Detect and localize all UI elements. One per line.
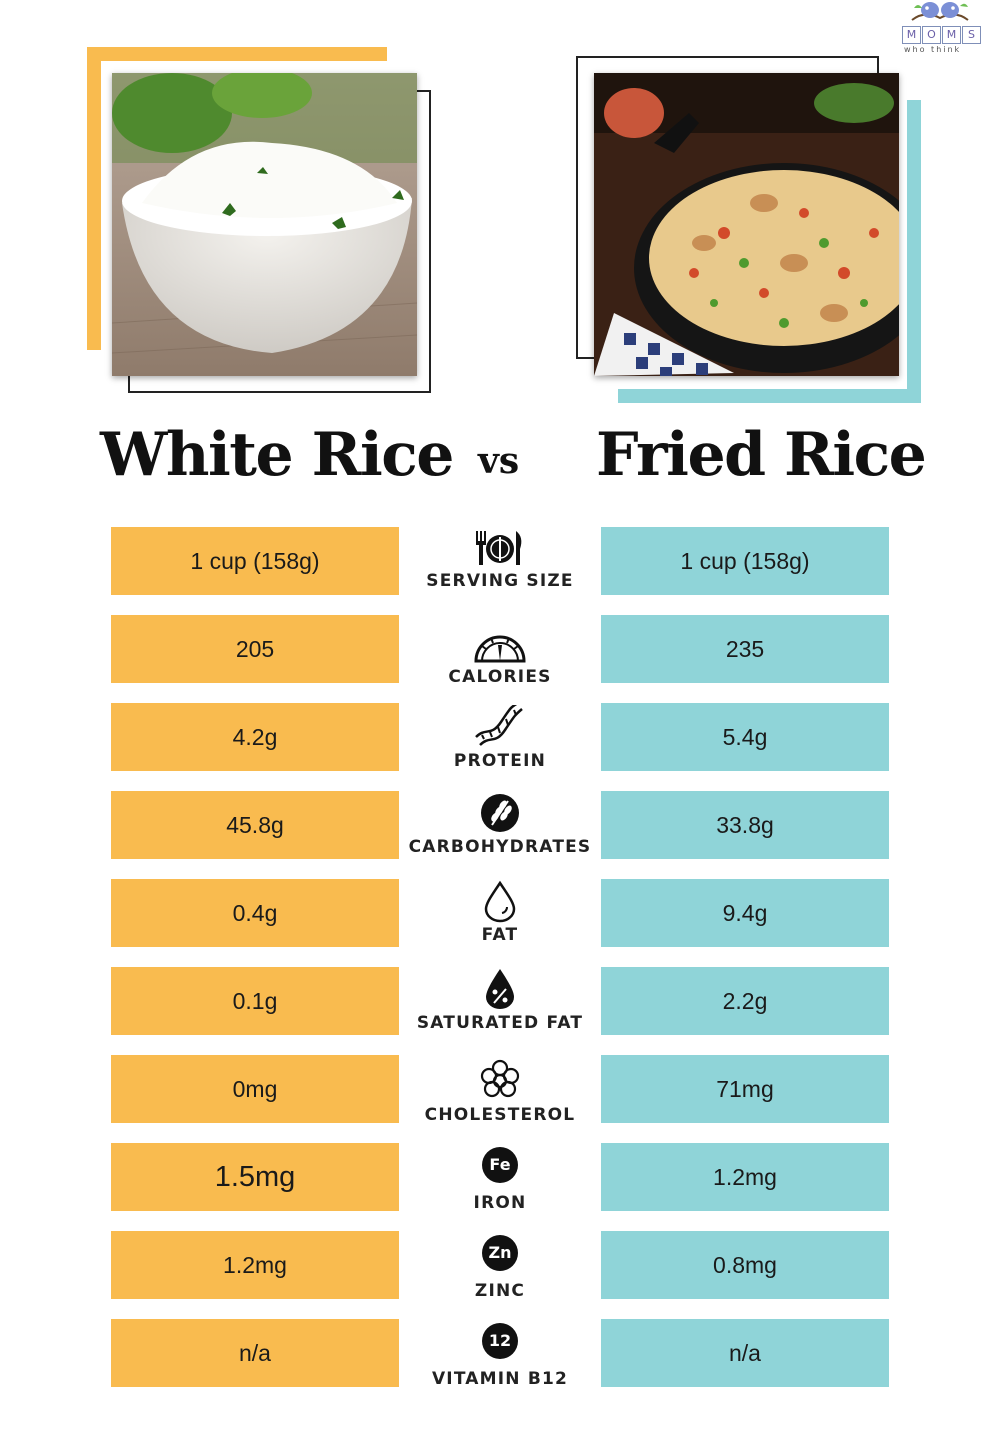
fried-rice-value: 9.4g (601, 879, 889, 947)
row-label: ZINC (474, 1281, 526, 1301)
white-rice-heading: White Rice (100, 420, 454, 490)
row-carbohydrates: 45.8g CARBOHYDRATES 33.8g (0, 791, 1000, 861)
row-saturated-fat: 0.1g SATURATED FAT 2.2g (0, 967, 1000, 1037)
fried-rice-value: 2.2g (601, 967, 889, 1035)
vs-label: vs (478, 440, 520, 482)
row-label: CHOLESTEROL (424, 1105, 576, 1125)
fried-rice-value: 1.2mg (601, 1143, 889, 1211)
fried-rice-value: n/a (601, 1319, 889, 1387)
logo-letters: M O M S (902, 26, 981, 44)
zn-badge-icon: Zn (482, 1235, 518, 1271)
fried-rice-value: 71mg (601, 1055, 889, 1123)
fried-rice-value: 0.8mg (601, 1231, 889, 1299)
row-serving-size: 1 cup (158g) SERVING SIZE 1 cup (158g) (0, 527, 1000, 597)
row-label: CARBOHYDRATES (408, 837, 592, 857)
moms-who-think-logo: M O M S who think (880, 0, 990, 60)
white-rice-value: 205 (111, 615, 399, 683)
row-label: FAT (481, 925, 519, 945)
white-rice-value: 1.2mg (111, 1231, 399, 1299)
b12-badge-icon: 12 (482, 1323, 518, 1359)
logo-letter: S (962, 26, 981, 44)
fried-rice-value: 5.4g (601, 703, 889, 771)
logo-letter: M (942, 26, 961, 44)
white-rice-photo (112, 73, 417, 376)
bird-icon (911, 2, 969, 21)
gauge-icon (474, 635, 526, 663)
white-rice-value: 1 cup (158g) (111, 527, 399, 595)
dna-icon (475, 705, 523, 746)
white-rice-value: 45.8g (111, 791, 399, 859)
fried-rice-heading: Fried Rice (596, 420, 927, 490)
row-calories: 205 CALORIES 235 (0, 615, 1000, 687)
white-rice-value: 0.1g (111, 967, 399, 1035)
molecule-icon (480, 1059, 520, 1098)
row-label: VITAMIN B12 (431, 1369, 569, 1389)
row-iron: 1.5mg Fe IRON 1.2mg (0, 1143, 1000, 1213)
row-fat: 0.4g FAT 9.4g (0, 879, 1000, 949)
percent-drop-icon (486, 969, 514, 1009)
white-rice-value: 0mg (111, 1055, 399, 1123)
row-protein: 4.2g PROTEIN 5.4g (0, 703, 1000, 773)
logo-letter: O (922, 26, 941, 44)
row-label: IRON (473, 1193, 527, 1213)
fried-rice-value: 235 (601, 615, 889, 683)
fried-rice-photo (594, 73, 899, 376)
fried-rice-value: 33.8g (601, 791, 889, 859)
yellow-frame-accent (87, 47, 387, 350)
fe-badge-icon: Fe (482, 1147, 518, 1183)
fried-rice-value: 1 cup (158g) (601, 527, 889, 595)
row-label: CALORIES (448, 667, 552, 687)
drop-icon (484, 880, 516, 923)
row-label: SATURATED FAT (416, 1013, 584, 1033)
teal-frame-accent (618, 100, 921, 403)
white-rice-value: n/a (111, 1319, 399, 1387)
row-vitamin-b12: n/a 12 VITAMIN B12 n/a (0, 1319, 1000, 1389)
row-label: PROTEIN (453, 751, 547, 771)
logo-subtitle: who think (904, 45, 962, 54)
white-rice-value: 0.4g (111, 879, 399, 947)
logo-letter: M (902, 26, 921, 44)
row-label: SERVING SIZE (426, 571, 574, 591)
row-cholesterol: 0mg CHOLESTEROL 71mg (0, 1055, 1000, 1125)
row-zinc: 1.2mg Zn ZINC 0.8mg (0, 1231, 1000, 1301)
utensils-plate-icon (476, 531, 522, 565)
white-rice-value: 4.2g (111, 703, 399, 771)
wheat-icon (481, 794, 519, 832)
white-rice-value: 1.5mg (111, 1143, 399, 1211)
